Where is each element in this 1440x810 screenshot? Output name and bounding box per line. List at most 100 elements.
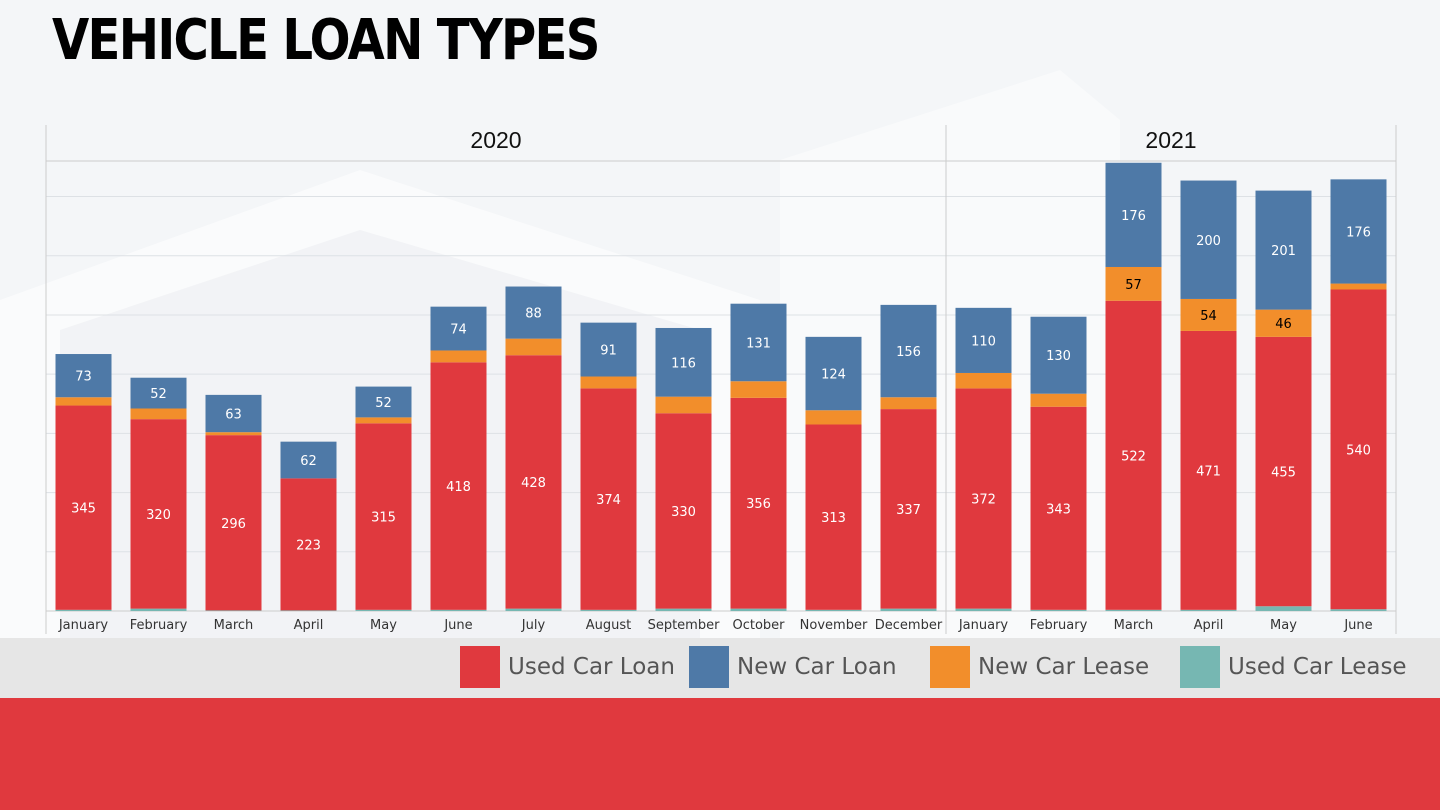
- data-label: 522: [1121, 449, 1146, 464]
- bar-segment-used-car-lease: [730, 608, 787, 611]
- bar-segment-used-car-loan: [355, 423, 412, 610]
- legend-label-new-car-loan: New Car Loan: [737, 654, 897, 680]
- data-label: 54: [1200, 309, 1217, 324]
- bar-segment-used-car-lease: [205, 610, 262, 611]
- bar-segment-used-car-lease: [1180, 609, 1237, 611]
- bar-segment-new-car-loan: [580, 322, 637, 377]
- data-label: 74: [450, 323, 467, 338]
- data-label: 330: [671, 505, 696, 520]
- legend-swatch-used-car-loan: [460, 646, 500, 688]
- slide-title: VEHICLE LOAN TYPES: [52, 8, 600, 73]
- group-header-label: 2020: [470, 127, 521, 153]
- bar-segment-new-car-lease: [1330, 283, 1387, 290]
- bar-segment-new-car-loan: [130, 377, 187, 409]
- bar-segment-new-car-lease: [505, 338, 562, 356]
- bar-segment-new-car-loan: [730, 303, 787, 382]
- bar-segment-used-car-lease: [1330, 609, 1387, 611]
- legend-swatch-used-car-lease: [1180, 646, 1220, 688]
- bar-segment-new-car-loan: [1255, 190, 1312, 310]
- bar-segment-used-car-loan: [1105, 300, 1162, 610]
- bar-segment-new-car-loan: [955, 307, 1012, 373]
- footer-band: [0, 698, 1440, 810]
- data-label: 116: [671, 356, 696, 371]
- x-tick-label: April: [294, 618, 324, 633]
- data-label: 296: [221, 517, 246, 532]
- bar-segment-used-car-loan: [430, 362, 487, 610]
- bar-segment-used-car-loan: [955, 388, 1012, 609]
- x-tick-label: December: [875, 618, 943, 633]
- bar-segment-used-car-lease: [880, 608, 937, 611]
- bar-segment-new-car-loan: [1105, 162, 1162, 267]
- bar-segment-used-car-loan: [880, 409, 937, 609]
- bar-segment-used-car-lease: [655, 608, 712, 611]
- bar-segment-used-car-lease: [55, 609, 112, 611]
- x-tick-label: February: [1030, 618, 1088, 633]
- data-label: 374: [596, 493, 621, 508]
- x-tick-label: June: [1343, 618, 1372, 633]
- data-label: 356: [746, 497, 771, 512]
- bar-segment-used-car-loan: [805, 424, 862, 610]
- bar-segment-used-car-loan: [580, 388, 637, 610]
- data-label: 200: [1196, 234, 1221, 249]
- data-label: 62: [300, 454, 317, 469]
- data-label: 418: [446, 480, 471, 495]
- data-label: 156: [896, 345, 921, 360]
- x-tick-label: February: [130, 618, 188, 633]
- bar-segment-new-car-lease: [805, 410, 862, 425]
- bar-segment-used-car-loan: [280, 478, 337, 611]
- x-tick-label: March: [214, 618, 254, 633]
- bar-segment-new-car-loan: [280, 441, 337, 479]
- data-label: 52: [375, 396, 392, 411]
- bar-segment-used-car-loan: [505, 355, 562, 609]
- bar-segment-used-car-lease: [955, 608, 1012, 611]
- data-label: 313: [821, 511, 846, 526]
- bar-segment-new-car-lease: [205, 432, 262, 436]
- bar-segment-new-car-loan: [430, 306, 487, 351]
- x-tick-label: August: [586, 618, 632, 633]
- bar-segment-used-car-lease: [1030, 609, 1087, 611]
- x-tick-label: September: [648, 618, 721, 633]
- x-tick-label: July: [521, 618, 546, 633]
- bar-segment-used-car-lease: [1255, 606, 1312, 611]
- bar-segment-new-car-lease: [880, 397, 937, 410]
- bar-segment-used-car-loan: [1330, 289, 1387, 610]
- legend-swatch-new-car-lease: [930, 646, 970, 688]
- bar-segment-used-car-loan: [730, 397, 787, 609]
- bar-segment-new-car-lease: [580, 376, 637, 389]
- data-label: 46: [1275, 317, 1292, 332]
- bar-segment-new-car-loan: [805, 336, 862, 411]
- bar-segment-new-car-loan: [880, 304, 937, 398]
- x-tick-label: March: [1114, 618, 1154, 633]
- bar-segment-new-car-lease: [655, 396, 712, 414]
- bar-segment-new-car-loan: [655, 327, 712, 397]
- bar-segment-new-car-lease: [1030, 393, 1087, 407]
- bar-segment-used-car-loan: [1180, 330, 1237, 610]
- bar-segment-used-car-loan: [130, 419, 187, 609]
- data-label: 110: [971, 334, 996, 349]
- data-label: 223: [296, 538, 321, 553]
- x-tick-label: November: [800, 618, 868, 633]
- bar-segment-new-car-loan: [505, 286, 562, 339]
- data-label: 337: [896, 503, 921, 518]
- x-tick-label: May: [370, 618, 397, 633]
- bar-segment-new-car-lease: [1255, 309, 1312, 337]
- data-label: 315: [371, 511, 396, 526]
- data-label: 88: [525, 307, 542, 322]
- bar-segment-used-car-lease: [505, 608, 562, 611]
- chart-legend: Used Car Loan New Car Loan New Car Lease…: [0, 638, 1440, 698]
- legend-label-used-car-loan: Used Car Loan: [508, 654, 675, 680]
- bar-segment-new-car-lease: [430, 350, 487, 363]
- bar-segment-new-car-loan: [1030, 316, 1087, 394]
- bar-segment-new-car-loan: [1180, 180, 1237, 299]
- data-label: 91: [600, 344, 617, 359]
- data-label: 428: [521, 476, 546, 491]
- bar-segment-used-car-loan: [55, 405, 112, 610]
- bar-segment-new-car-lease: [55, 397, 112, 406]
- x-tick-label: May: [1270, 618, 1297, 633]
- x-tick-label: January: [958, 618, 1009, 633]
- bar-segment-new-car-lease: [1180, 298, 1237, 331]
- x-tick-label: April: [1194, 618, 1224, 633]
- bar-segment-used-car-lease: [580, 609, 637, 611]
- x-tick-label: October: [732, 618, 785, 633]
- bar-segment-used-car-loan: [205, 435, 262, 611]
